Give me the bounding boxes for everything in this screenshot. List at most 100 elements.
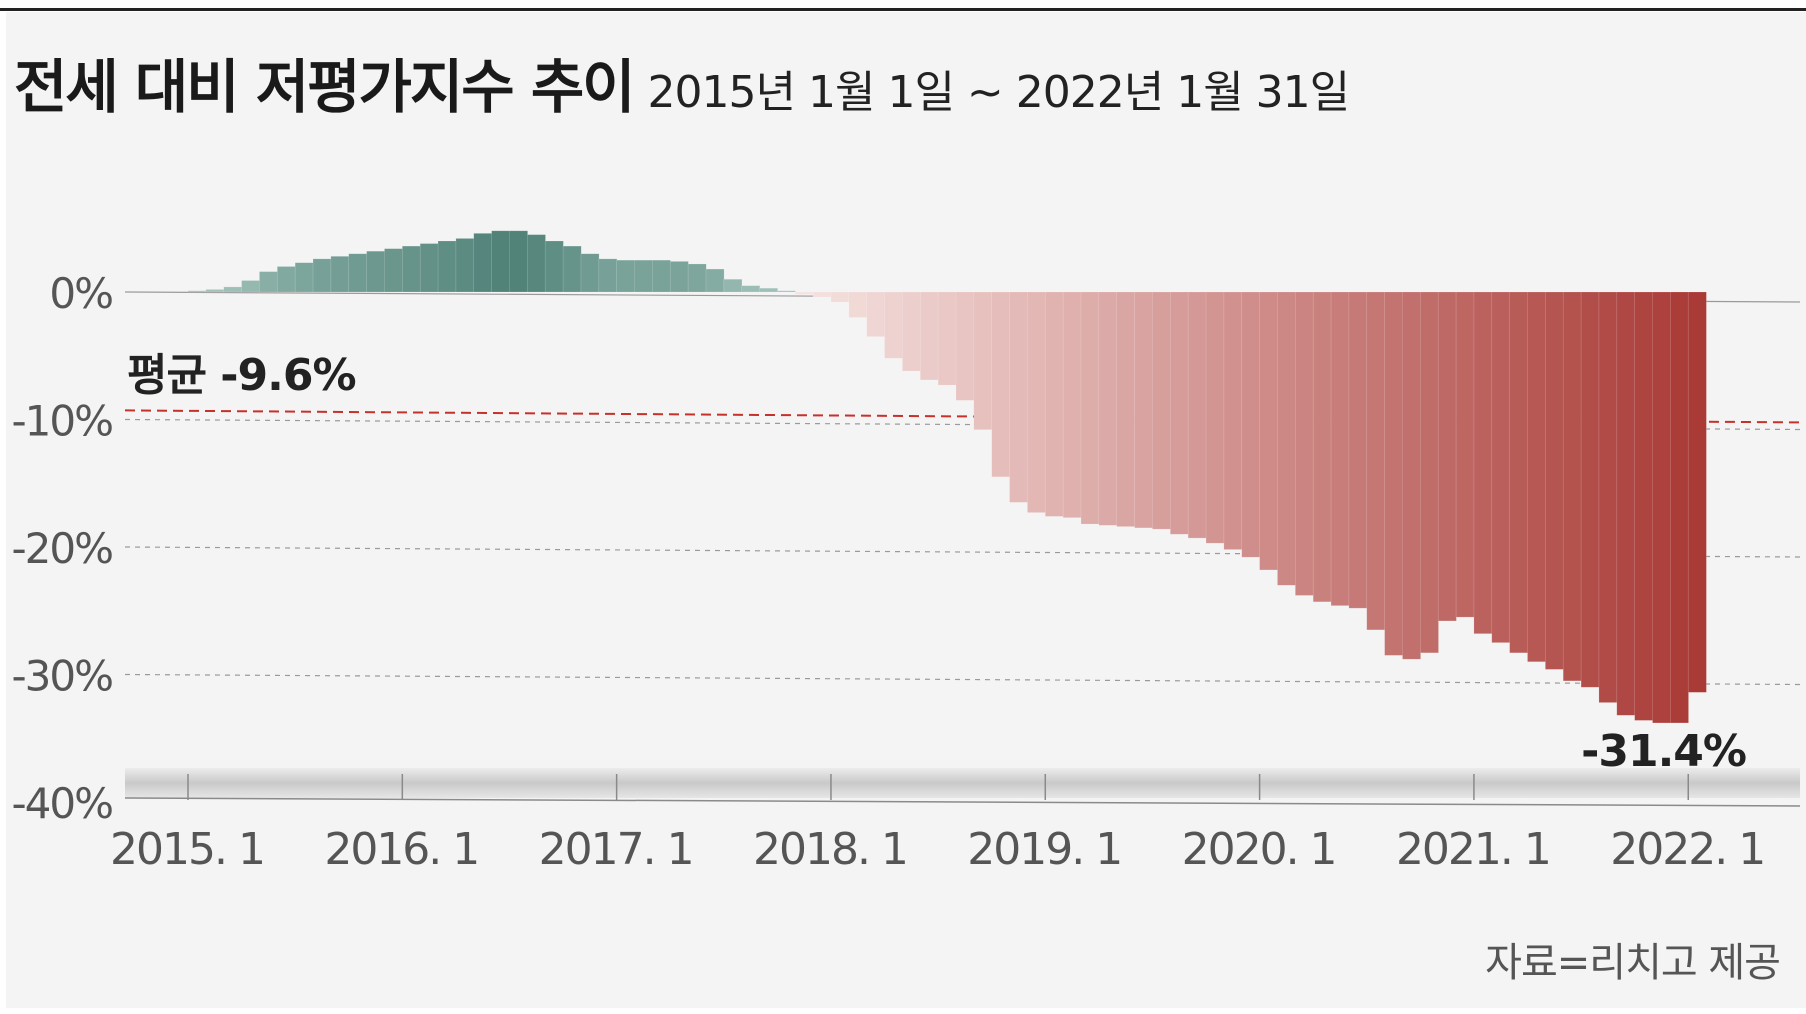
chart-subtitle: 2015년 1월 1일 ~ 2022년 1월 31일 — [647, 67, 1351, 118]
x-tick-label: 2022. 1 — [1610, 824, 1764, 875]
bar — [1062, 291, 1082, 518]
bar — [1634, 291, 1654, 721]
bar — [1080, 291, 1100, 525]
bar — [1187, 291, 1207, 539]
bar — [294, 262, 314, 293]
bar — [1580, 291, 1600, 688]
average-annotation: 평균 -9.6% — [127, 350, 356, 401]
bar — [1295, 291, 1314, 596]
bar — [259, 271, 278, 293]
bar — [902, 291, 921, 372]
bar — [419, 243, 439, 293]
bar — [1545, 291, 1564, 670]
bar — [1420, 291, 1439, 654]
bar — [991, 291, 1011, 478]
bar — [562, 245, 582, 293]
bar — [1562, 291, 1582, 682]
bar — [687, 263, 707, 293]
bar — [1437, 291, 1457, 622]
y-tick-label: 0% — [49, 269, 112, 318]
bar — [330, 255, 350, 293]
bar — [312, 258, 332, 293]
bar — [1670, 291, 1689, 724]
bar — [1027, 291, 1046, 513]
bar — [437, 240, 457, 293]
bar-series — [187, 230, 1707, 724]
bar — [1366, 291, 1386, 631]
last-value-annotation: -31.4% — [1581, 726, 1746, 777]
x-axis-line — [124, 797, 1801, 807]
bar — [1223, 291, 1243, 550]
x-tick-label: 2020. 1 — [1182, 824, 1336, 875]
bar — [473, 233, 493, 293]
bar — [1170, 291, 1189, 535]
bar — [830, 291, 850, 303]
bar — [919, 291, 939, 381]
y-tick-label: -30% — [11, 652, 112, 701]
bar — [1509, 291, 1529, 654]
gridline — [124, 673, 1801, 686]
bar — [884, 291, 903, 359]
bar — [1348, 291, 1368, 609]
bar — [669, 261, 689, 293]
bar — [634, 259, 653, 293]
x-tick-label: 2019. 1 — [967, 824, 1121, 875]
bar — [1527, 291, 1546, 663]
bar — [1687, 291, 1707, 693]
x-axis-band — [125, 768, 1800, 798]
bar — [205, 289, 225, 293]
bar — [652, 259, 671, 293]
bar — [1402, 291, 1421, 660]
axes — [124, 768, 1801, 807]
bar — [1330, 291, 1350, 606]
y-tick-label: -10% — [11, 397, 112, 446]
bar — [241, 280, 261, 293]
bar — [1205, 291, 1225, 544]
bar — [1098, 291, 1118, 526]
bar — [794, 291, 814, 295]
bar — [866, 291, 886, 337]
chart-title: 전세 대비 저평가지수 추이 — [14, 53, 636, 121]
bar — [937, 291, 957, 386]
bar — [723, 278, 743, 293]
bar — [741, 285, 761, 293]
bar — [1152, 291, 1171, 530]
bar — [580, 253, 600, 293]
bar — [1598, 291, 1618, 703]
bar — [812, 291, 832, 298]
x-tick-label: 2017. 1 — [539, 824, 693, 875]
bar — [187, 290, 207, 293]
bar — [598, 258, 618, 293]
bar — [402, 245, 421, 293]
bar — [1241, 291, 1261, 558]
bar — [955, 291, 975, 401]
bar — [848, 291, 868, 318]
bar — [366, 250, 386, 293]
x-tick-label: 2016. 1 — [324, 824, 478, 875]
bar — [276, 266, 296, 293]
bar — [1616, 291, 1636, 716]
header: 전세 대비 저평가지수 추이 2015년 1월 1일 ~ 2022년 1월 31일 — [14, 40, 1351, 124]
bar — [1277, 291, 1296, 586]
bar — [973, 291, 993, 430]
bar — [384, 248, 403, 293]
bar — [348, 253, 368, 293]
y-tick-label: -20% — [11, 524, 112, 573]
bar — [1134, 291, 1154, 529]
y-tick-label: -40% — [11, 779, 112, 828]
chart-labels: 0% -10% -20% -30% -40%2015. 1 2016. 1 2017. 1 2… — [11, 269, 1766, 875]
bar — [1384, 291, 1404, 656]
bar — [1009, 291, 1029, 503]
bar — [1473, 291, 1493, 635]
bar — [1044, 291, 1064, 517]
bar — [1116, 291, 1136, 527]
source-note: 자료=리치고 제공 — [1485, 940, 1781, 986]
bar — [1312, 291, 1332, 603]
bar — [616, 259, 636, 293]
bar — [777, 290, 796, 293]
bar — [544, 240, 564, 293]
bar — [1652, 291, 1671, 724]
bar — [491, 230, 511, 293]
x-tick-label: 2018. 1 — [753, 824, 907, 875]
